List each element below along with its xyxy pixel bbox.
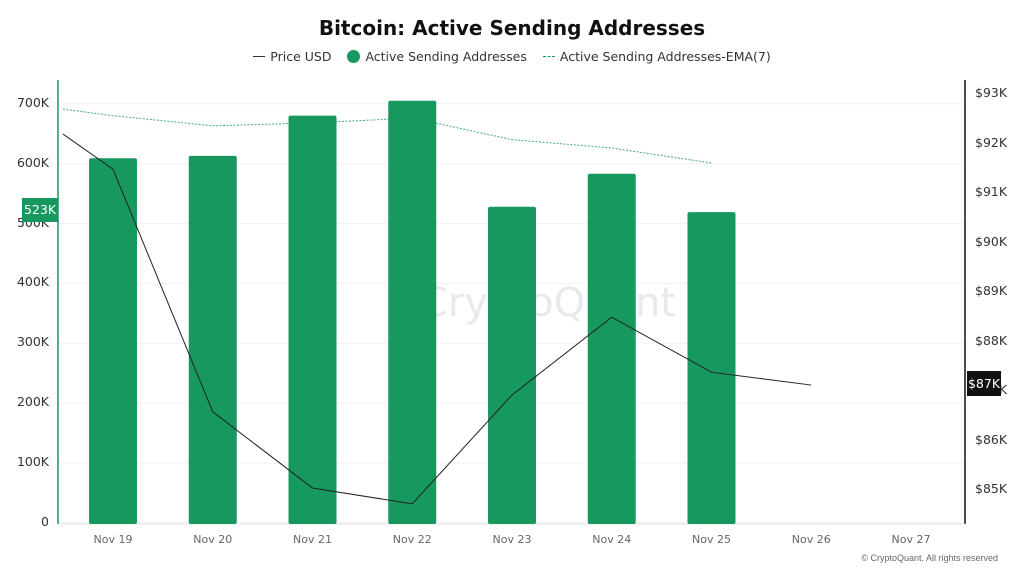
- bar-nov-24: [587, 173, 636, 524]
- bar-nov-20: [188, 155, 237, 525]
- legend-item-ema[interactable]: Active Sending Addresses-EMA(7): [542, 49, 771, 64]
- current-price-badge-right: $87K: [967, 371, 1001, 396]
- right-tick-label: $89K: [975, 283, 1008, 298]
- bar-nov-21: [288, 115, 337, 525]
- left-tick-label: 300K: [16, 334, 49, 350]
- dot-swatch-icon: [347, 50, 361, 63]
- chart-title: Bitcoin: Active Sending Addresses: [318, 16, 706, 40]
- legend-label: Price USD: [270, 49, 332, 64]
- left-tick-label: 400K: [16, 274, 49, 290]
- ema-line: [62, 108, 712, 164]
- x-tick-label: Nov 27: [891, 533, 931, 546]
- right-tick-label: $91K: [975, 184, 1008, 199]
- right-tick-label: $88K: [975, 332, 1008, 348]
- price-line: [62, 133, 812, 505]
- x-tick-label: Nov 24: [592, 533, 632, 546]
- bar-nov-19: [89, 158, 137, 525]
- bar-nov-22: [388, 100, 437, 524]
- left-tick-label: 600K: [16, 154, 49, 170]
- right-tick-label: $86K: [975, 431, 1008, 447]
- x-tick-label: Nov 20: [193, 533, 233, 546]
- x-tick-label: Nov 26: [791, 533, 831, 546]
- right-tick-label: $93K: [975, 85, 1008, 100]
- bar-nov-23: [488, 206, 536, 524]
- copyright-text: © CryptoQuant. All rights reserved: [861, 553, 998, 563]
- left-tick-label: 200K: [16, 394, 49, 410]
- right-tick-label: $92K: [975, 134, 1008, 150]
- dashed-line-swatch-icon: [542, 56, 555, 57]
- x-tick-label: Nov 22: [392, 533, 432, 546]
- legend-label: Active Sending Addresses: [365, 49, 527, 64]
- x-tick-label: Nov 21: [293, 533, 332, 546]
- bar-nov-25: [687, 212, 736, 524]
- x-tick-label: Nov 23: [492, 533, 532, 546]
- x-tick-label: Nov 25: [692, 533, 731, 546]
- legend: Price USD Active Sending Addresses Activ…: [0, 49, 1024, 64]
- legend-label: Active Sending Addresses-EMA(7): [559, 49, 771, 64]
- left-tick-label: 100K: [16, 454, 49, 470]
- line-swatch-icon: [253, 56, 266, 57]
- legend-item-active-sending[interactable]: Active Sending Addresses: [347, 49, 527, 64]
- left-tick-label: 0: [41, 514, 49, 529]
- current-value-badge-left: 523K: [22, 198, 58, 222]
- right-tick-label: $85K: [975, 481, 1008, 496]
- legend-item-price[interactable]: Price USD: [253, 49, 331, 64]
- right-tick-label: $90K: [975, 233, 1008, 249]
- left-tick-label: 700K: [16, 94, 49, 110]
- x-tick-label: Nov 19: [93, 533, 133, 546]
